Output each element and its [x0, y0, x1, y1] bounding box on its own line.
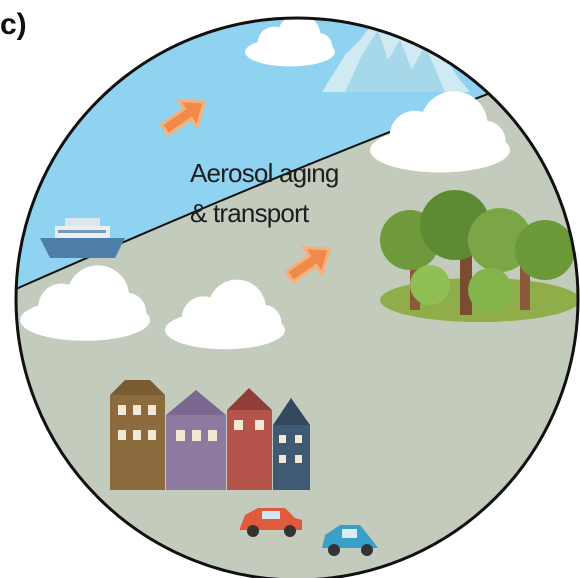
caption-line: Aerosol aging — [190, 158, 339, 188]
page: c) — [0, 0, 580, 578]
scene: Aerosol aging & transport — [0, 0, 580, 578]
panel-label: c) — [0, 8, 27, 41]
illustration: c) — [0, 0, 580, 578]
caption-line: & transport — [190, 198, 310, 228]
